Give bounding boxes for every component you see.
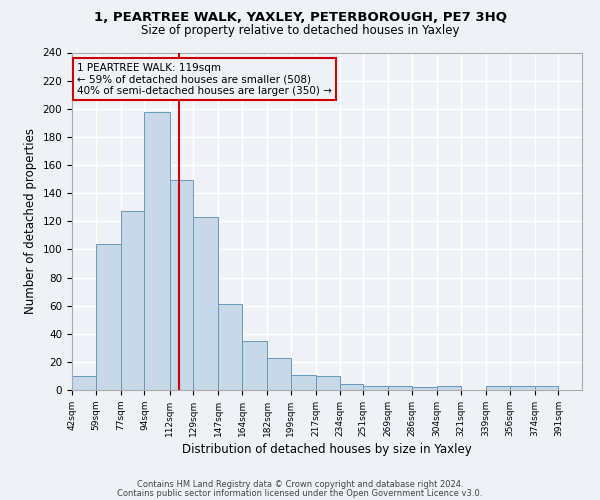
Bar	[509, 386, 535, 390]
Bar	[363, 386, 388, 390]
Bar	[95, 244, 121, 390]
Bar	[170, 180, 193, 390]
Bar	[412, 387, 437, 390]
X-axis label: Distribution of detached houses by size in Yaxley: Distribution of detached houses by size …	[182, 443, 472, 456]
Bar	[316, 376, 340, 390]
Text: Size of property relative to detached houses in Yaxley: Size of property relative to detached ho…	[141, 24, 459, 37]
Bar	[72, 376, 95, 390]
Bar	[291, 374, 316, 390]
Text: Contains public sector information licensed under the Open Government Licence v3: Contains public sector information licen…	[118, 488, 482, 498]
Bar	[218, 304, 242, 390]
Bar	[437, 386, 461, 390]
Bar	[486, 386, 509, 390]
Text: 1, PEARTREE WALK, YAXLEY, PETERBOROUGH, PE7 3HQ: 1, PEARTREE WALK, YAXLEY, PETERBOROUGH, …	[94, 11, 506, 24]
Bar	[267, 358, 291, 390]
Bar	[340, 384, 363, 390]
Y-axis label: Number of detached properties: Number of detached properties	[24, 128, 37, 314]
Bar	[145, 112, 170, 390]
Text: 1 PEARTREE WALK: 119sqm
← 59% of detached houses are smaller (508)
40% of semi-d: 1 PEARTREE WALK: 119sqm ← 59% of detache…	[77, 62, 332, 96]
Bar	[388, 386, 412, 390]
Bar	[535, 386, 559, 390]
Text: Contains HM Land Registry data © Crown copyright and database right 2024.: Contains HM Land Registry data © Crown c…	[137, 480, 463, 489]
Bar	[121, 212, 145, 390]
Bar	[193, 217, 218, 390]
Bar	[242, 341, 267, 390]
